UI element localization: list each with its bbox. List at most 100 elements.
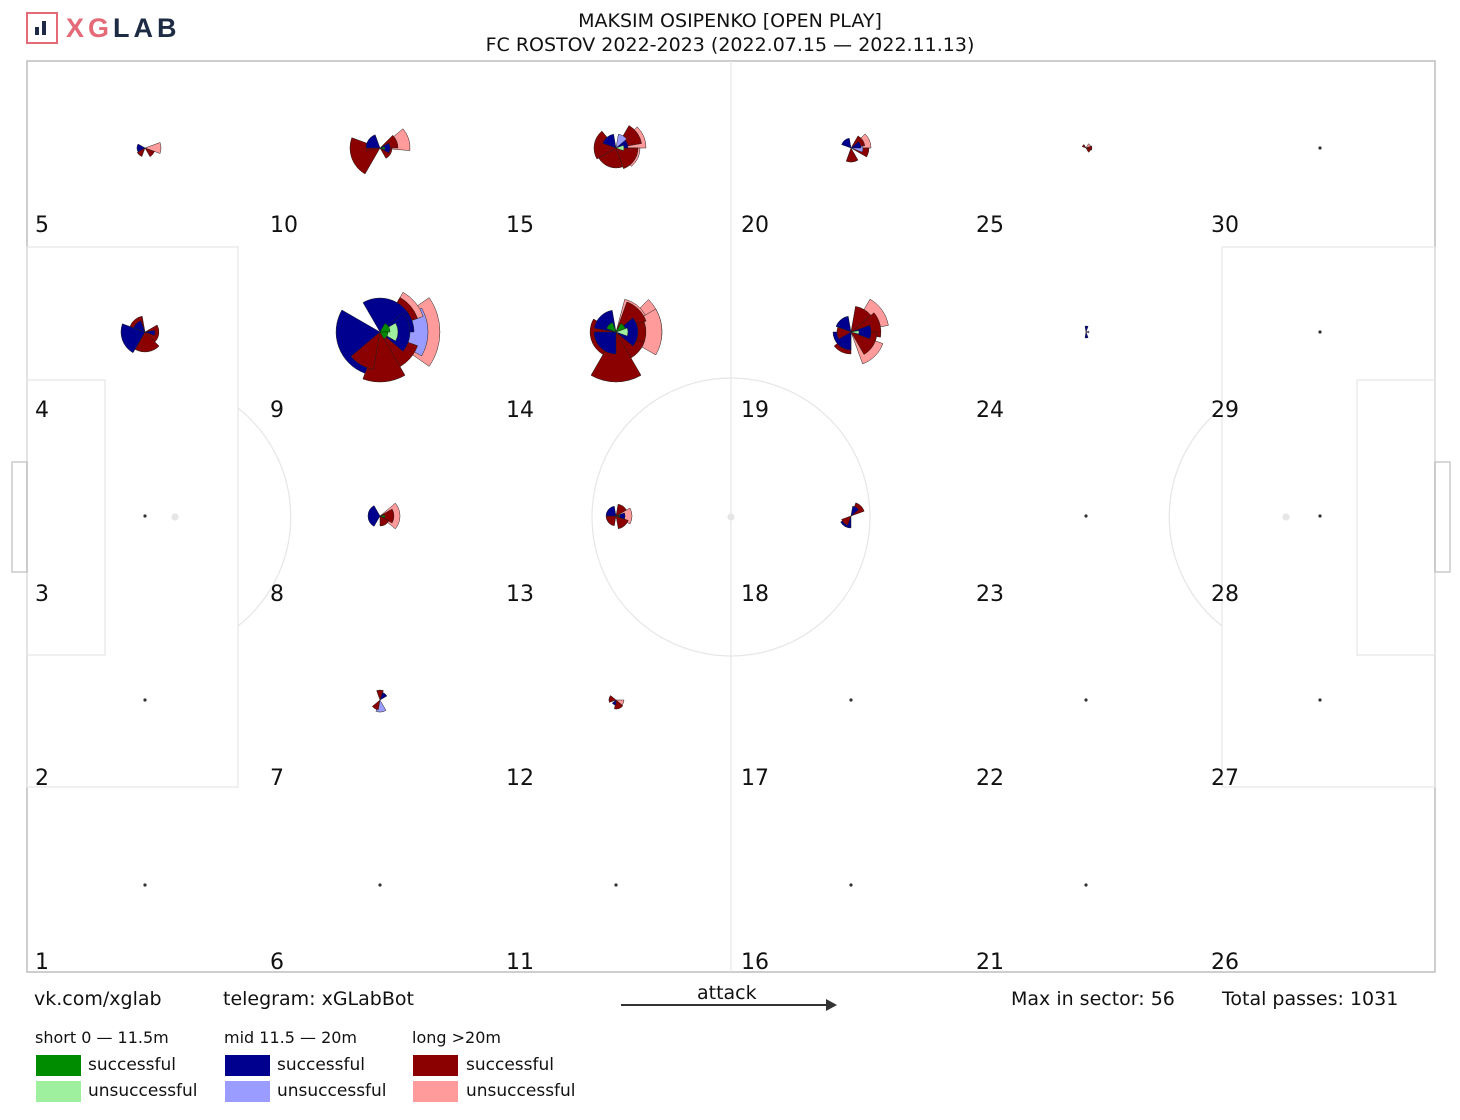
pass-rose-wedge-10-5 bbox=[365, 134, 381, 149]
legend-mid-successful-swatch bbox=[225, 1055, 270, 1076]
pass-rose-wedge-19-10 bbox=[836, 326, 852, 340]
pass-rose-wedge-5-3 bbox=[136, 147, 146, 157]
pass-rose-wedge-7-3 bbox=[371, 699, 381, 711]
pass-rose-zone-13 bbox=[605, 503, 633, 530]
pass-rose-zone-15 bbox=[593, 125, 647, 170]
pass-rose-zone-29 bbox=[1318, 330, 1322, 334]
zone-label-11: 11 bbox=[506, 950, 534, 975]
zone-label-24: 24 bbox=[976, 398, 1004, 423]
pass-rose-wedge-10-2 bbox=[379, 134, 399, 149]
pass-rose-zone-2 bbox=[143, 698, 147, 702]
pass-rose-wedge-8-1 bbox=[379, 508, 395, 524]
pass-rose-dot bbox=[1084, 698, 1088, 702]
pass-rose-zone-23 bbox=[1084, 514, 1088, 518]
zone-label-18: 18 bbox=[741, 582, 769, 607]
zone-label-10: 10 bbox=[270, 213, 298, 238]
pass-rose-zone-22 bbox=[1084, 698, 1088, 702]
zone-label-6: 6 bbox=[270, 950, 284, 975]
pass-rose-wedge-24-1 bbox=[1084, 331, 1089, 339]
legend-mid-unsuccessful-swatch bbox=[225, 1081, 270, 1102]
zone-label-17: 17 bbox=[741, 766, 769, 791]
legend-short-successful-swatch bbox=[36, 1055, 81, 1076]
legend-short-unsuccessful-swatch bbox=[36, 1081, 81, 1102]
right-penalty-arc bbox=[1168, 407, 1223, 627]
pass-rose-wedge-13-3 bbox=[605, 515, 617, 527]
pass-rose-zone-19 bbox=[832, 298, 889, 365]
pass-rose-zone-10 bbox=[349, 128, 411, 175]
zone-labels: 1234567891011121314151617181920212223242… bbox=[35, 213, 1239, 975]
pass-rose-wedge-25-1 bbox=[1085, 143, 1092, 149]
pass-rose-wedge-8-3 bbox=[379, 515, 390, 527]
pass-rose-wedge-14-13 bbox=[615, 322, 626, 333]
pass-rose-wedge-8-4 bbox=[379, 514, 386, 519]
zone-label-2: 2 bbox=[35, 766, 49, 791]
centre-spot bbox=[727, 513, 735, 521]
pass-rose-wedge-12-2 bbox=[608, 695, 617, 703]
zone-label-4: 4 bbox=[35, 398, 49, 423]
legend-long-unsuccessful-label: unsuccessful bbox=[466, 1081, 576, 1101]
pass-rose-zone-30 bbox=[1318, 146, 1322, 150]
pass-rose-wedge-19-3 bbox=[850, 331, 878, 355]
left-goal bbox=[11, 461, 28, 573]
vk-link[interactable]: vk.com/xglab bbox=[34, 988, 162, 1010]
pass-roses bbox=[120, 125, 1322, 887]
telegram-link[interactable]: telegram: xGLabBot bbox=[223, 988, 414, 1010]
pass-rose-wedge-19-9 bbox=[850, 330, 860, 335]
pass-rose-zone-6 bbox=[378, 883, 382, 887]
pass-rose-zone-28 bbox=[1318, 514, 1322, 518]
pass-rose-wedge-18-1 bbox=[850, 505, 860, 517]
zone-label-20: 20 bbox=[741, 213, 769, 238]
logo-text: XGLAB bbox=[66, 12, 181, 43]
pass-rose-wedge-13-2 bbox=[615, 503, 627, 517]
pass-rose-dot bbox=[1084, 514, 1088, 518]
pass-rose-dot bbox=[1318, 146, 1322, 150]
pass-rose-dot bbox=[1318, 514, 1322, 518]
legend-short-header: short 0 — 11.5m bbox=[35, 1028, 169, 1047]
centre-circle bbox=[591, 377, 871, 657]
pass-rose-wedge-14-12 bbox=[606, 322, 617, 333]
pass-rose-wedge-25-2 bbox=[1085, 147, 1092, 153]
pass-rose-zone-25 bbox=[1081, 143, 1093, 153]
attack-label: attack bbox=[697, 982, 757, 1004]
zone-label-16: 16 bbox=[741, 950, 769, 975]
pass-rose-zone-7 bbox=[371, 689, 388, 713]
pass-rose-dot bbox=[143, 698, 147, 702]
pass-rose-wedge-15-6 bbox=[602, 133, 617, 149]
pass-rose-wedge-12-1 bbox=[614, 699, 624, 710]
zone-label-1: 1 bbox=[35, 950, 49, 975]
right-goal-area bbox=[1356, 379, 1436, 656]
pass-rose-zone-16 bbox=[849, 883, 853, 887]
pass-rose-zone-24 bbox=[1084, 325, 1090, 339]
pass-rose-zone-4 bbox=[120, 315, 160, 354]
bar-chart-icon bbox=[26, 12, 58, 44]
zone-label-7: 7 bbox=[270, 766, 284, 791]
total-passes: Total passes: 1031 bbox=[1222, 988, 1399, 1010]
pass-rose-zone-12 bbox=[608, 695, 625, 710]
legend-long-unsuccessful-swatch bbox=[413, 1081, 458, 1102]
pass-rose-zone-27 bbox=[1318, 698, 1322, 702]
zone-label-13: 13 bbox=[506, 582, 534, 607]
pass-rose-wedge-20-6 bbox=[850, 141, 862, 149]
zone-label-3: 3 bbox=[35, 582, 49, 607]
pass-rose-wedge-4-3 bbox=[120, 323, 146, 354]
zone-label-22: 22 bbox=[976, 766, 1004, 791]
pass-rose-wedge-24-0 bbox=[1084, 325, 1089, 333]
pass-rose-dot bbox=[1318, 698, 1322, 702]
pass-rose-wedge-18-3 bbox=[841, 515, 852, 526]
pass-rose-wedge-12-3 bbox=[611, 699, 617, 706]
pass-rose-wedge-14-3 bbox=[615, 301, 647, 333]
pass-rose-wedge-15-3 bbox=[615, 147, 639, 170]
pass-rose-wedge-19-6 bbox=[850, 324, 872, 340]
pass-rose-wedge-4-6 bbox=[133, 320, 146, 333]
pass-rose-wedge-8-2 bbox=[367, 505, 381, 527]
pass-rose-dot bbox=[143, 883, 147, 887]
chart-title-line2: FC ROSTOV 2022-2023 (2022.07.15 — 2022.1… bbox=[485, 34, 975, 56]
zone-label-8: 8 bbox=[270, 582, 284, 607]
pass-rose-wedge-9-13 bbox=[379, 331, 389, 340]
right-penalty-spot bbox=[1282, 513, 1290, 521]
pass-rose-zone-1 bbox=[143, 883, 147, 887]
pass-rose-wedge-19-8 bbox=[835, 315, 852, 333]
legend-long-successful-swatch bbox=[413, 1055, 458, 1076]
chart-title-line1: MAKSIM OSIPENKO [OPEN PLAY] bbox=[578, 10, 882, 32]
pass-rose-wedge-13-4 bbox=[605, 505, 617, 517]
